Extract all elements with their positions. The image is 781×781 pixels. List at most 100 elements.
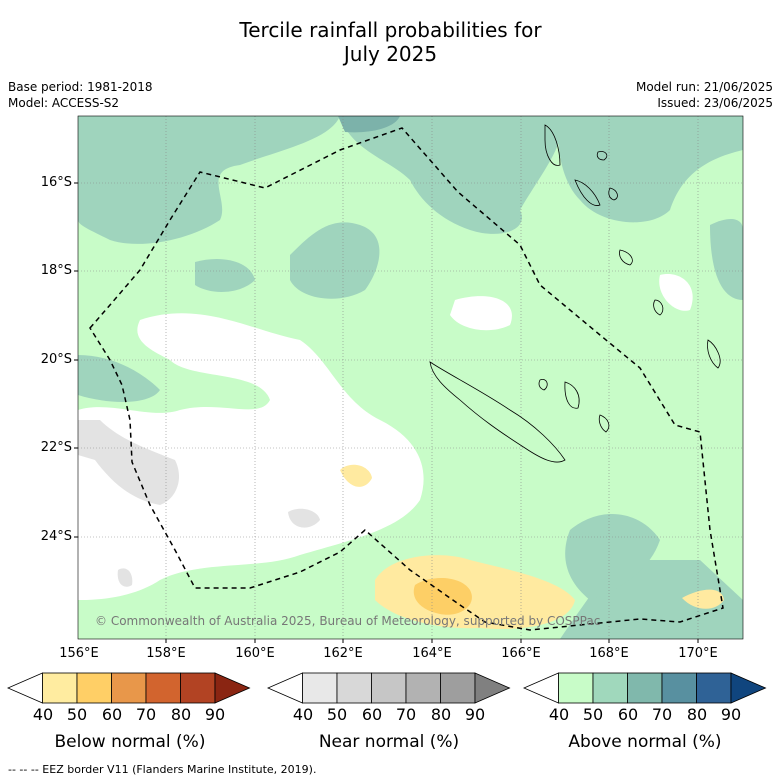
lon-label-170e: 170°E — [678, 646, 718, 661]
cb-near-tick: 40 — [292, 705, 314, 724]
lon-label-166e: 166°E — [501, 646, 541, 661]
colorbars — [6, 672, 767, 704]
colorbar-segment — [440, 672, 476, 704]
above-normal-60-northwest — [78, 116, 340, 244]
colorbar-title-near: Near normal (%) — [318, 732, 460, 752]
vanuatu-south-coastline — [619, 249, 633, 266]
title-line-2: July 2025 — [343, 42, 438, 66]
colorbar-title-below: Below normal (%) — [54, 732, 206, 752]
lat-label-20s: 20°S — [40, 352, 72, 367]
map-frame — [77, 115, 744, 640]
above-normal-60-center — [290, 222, 380, 299]
lon-label-160e: 160°E — [235, 646, 275, 661]
cb-above-tick: 40 — [548, 705, 570, 724]
probability-field — [78, 116, 743, 639]
cb-below-tick: 50 — [66, 705, 88, 724]
colorbar-segment — [661, 672, 697, 704]
colorbar-segment — [180, 672, 216, 704]
lon-label-158e: 158°E — [146, 646, 186, 661]
colorbar-above-normal — [522, 672, 767, 704]
colorbar-segment — [111, 672, 147, 704]
model-run: Model run: 21/06/2025 — [635, 80, 773, 94]
new-caledonia-coastline — [429, 361, 566, 463]
cb-above-tick: 90 — [720, 705, 742, 724]
colorbar-extend-low — [6, 672, 43, 704]
cb-below-tick: 90 — [204, 705, 226, 724]
island-coastline-4 — [707, 339, 721, 369]
cb-near-tick: 50 — [326, 705, 348, 724]
cb-above-tick: 50 — [582, 705, 604, 724]
island-coastline-2 — [598, 414, 610, 433]
below-normal-50-center — [340, 464, 372, 487]
colorbar-extend-low — [522, 672, 559, 704]
colorbar-segment — [558, 672, 594, 704]
cb-near-tick: 60 — [361, 705, 383, 724]
meta-right: Model run: 21/06/2025 Issued: 23/06/2025 — [636, 79, 773, 111]
lon-label-156e: 156°E — [59, 646, 99, 661]
colorbar-segment — [76, 672, 112, 704]
colorbar-segment — [696, 672, 732, 704]
near-normal-area-tiny — [117, 568, 133, 587]
colorbar-segment — [336, 672, 372, 704]
above-normal-60-south — [565, 513, 660, 600]
cb-below-tick: 40 — [32, 705, 54, 724]
vanuatu-central-coastline — [574, 179, 601, 206]
lat-label-22s: 22°S — [40, 440, 72, 455]
vanuatu-north-coastline — [544, 124, 561, 166]
issued-date: Issued: 23/06/2025 — [657, 96, 773, 110]
copyright-notice: © Commonwealth of Australia 2025, Bureau… — [95, 614, 601, 628]
cb-near-tick: 90 — [464, 705, 486, 724]
colorbar-below-normal — [6, 672, 251, 704]
above-normal-70-north — [338, 116, 400, 133]
cb-below-tick: 70 — [135, 705, 157, 724]
island-coastline-3 — [653, 299, 664, 316]
lat-label-18s: 18°S — [40, 263, 72, 278]
gridlines — [78, 116, 743, 639]
colorbar-extend-high — [474, 672, 511, 704]
meta-left: Base period: 1981-2018 Model: ACCESS-S2 — [8, 79, 153, 111]
below-normal-60-south — [413, 578, 472, 615]
lat-label-24s: 24°S — [40, 529, 72, 544]
colorbar-segment — [302, 672, 338, 704]
lon-label-164e: 164°E — [412, 646, 452, 661]
eez-border — [89, 127, 724, 631]
colorbar-near-normal — [266, 672, 511, 704]
colorbar-extend-low — [266, 672, 303, 704]
loyalty-islands-coastline — [564, 381, 580, 409]
cb-near-tick: 70 — [395, 705, 417, 724]
above-normal-60-northeast — [558, 116, 743, 223]
cb-above-tick: 60 — [617, 705, 639, 724]
colorbar-segment — [592, 672, 628, 704]
cb-near-tick: 80 — [430, 705, 452, 724]
near-normal-area-west — [78, 420, 180, 505]
no-dominant-area-east — [659, 274, 693, 311]
near-normal-area-small — [288, 508, 320, 528]
cb-below-tick: 80 — [170, 705, 192, 724]
colorbar-title-above: Above normal (%) — [568, 732, 722, 752]
colorbar-segment — [145, 672, 181, 704]
colorbar-segment — [627, 672, 663, 704]
above-normal-60-north — [340, 116, 562, 234]
lon-label-168e: 168°E — [589, 646, 629, 661]
no-dominant-area-north — [450, 296, 512, 331]
no-dominant-area — [78, 313, 424, 600]
cb-above-tick: 80 — [686, 705, 708, 724]
axis-ticks — [74, 182, 699, 643]
colorbar-segment — [42, 672, 78, 704]
colorbar-extend-high — [214, 672, 251, 704]
island-coastline — [538, 379, 548, 391]
model-name: Model: ACCESS-S2 — [8, 96, 120, 110]
vanuatu-island-coastline-2 — [608, 187, 618, 201]
below-normal-50-east — [682, 589, 724, 609]
lon-label-162e: 162°E — [323, 646, 363, 661]
cb-above-tick: 70 — [651, 705, 673, 724]
above-normal-60-small — [195, 259, 255, 292]
colorbar-segment — [405, 672, 441, 704]
base-period: Base period: 1981-2018 — [8, 80, 153, 94]
chart-title: Tercile rainfall probabilities for July … — [0, 18, 781, 66]
title-line-1: Tercile rainfall probabilities for — [239, 18, 542, 42]
cb-below-tick: 60 — [101, 705, 123, 724]
above-normal-60-west — [78, 355, 160, 402]
above-normal-60-east — [710, 218, 743, 300]
